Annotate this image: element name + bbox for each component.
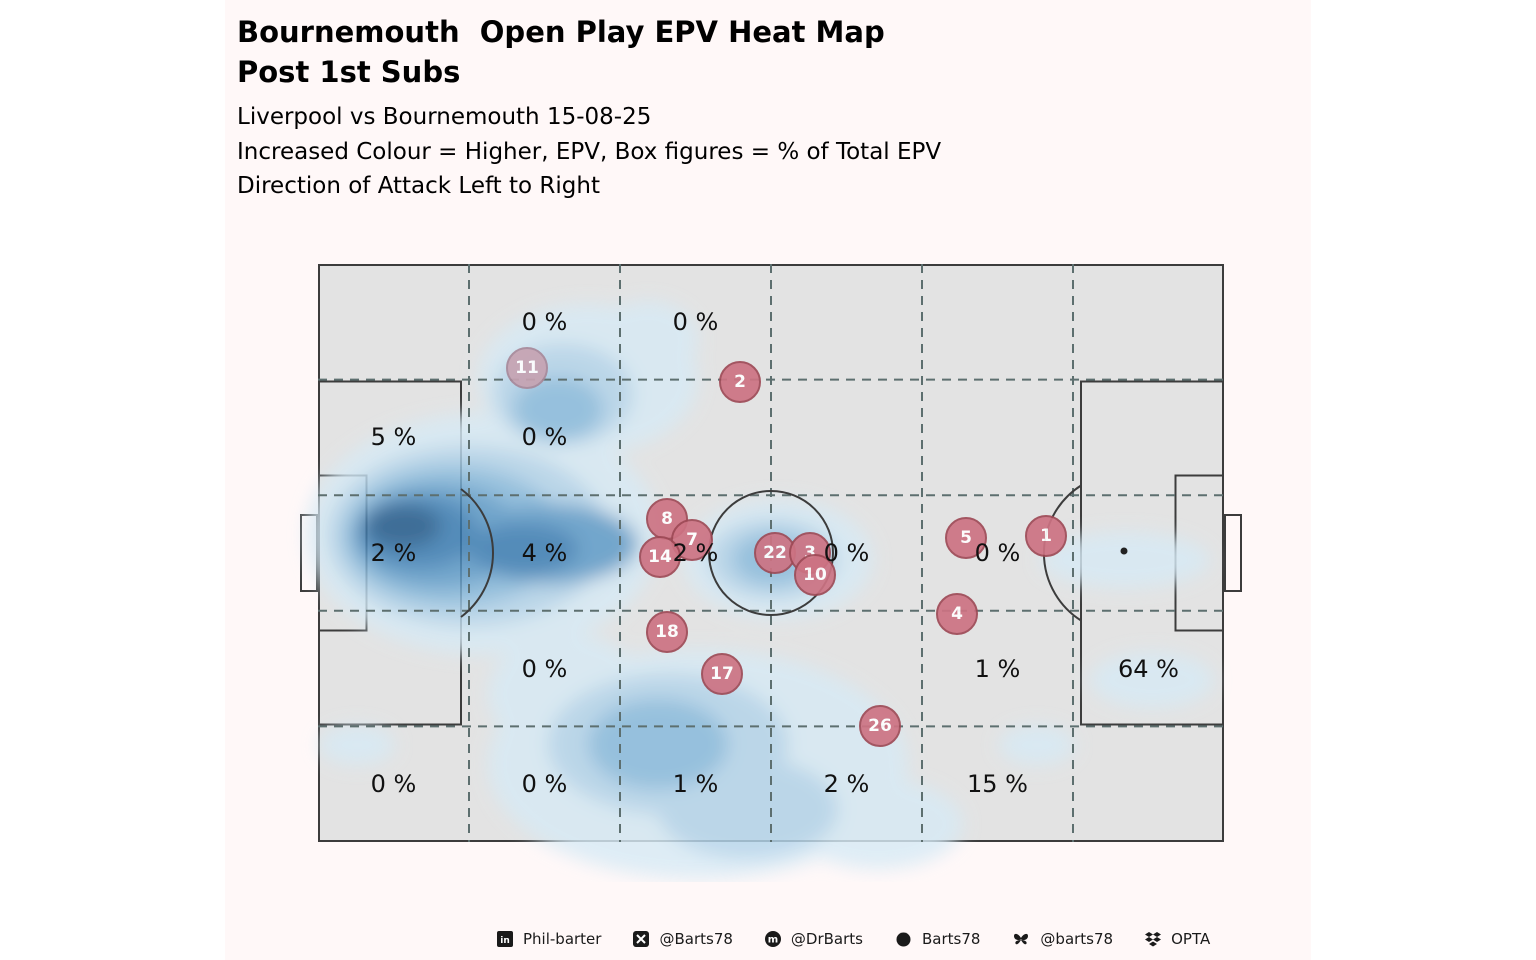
- heat-blob: [513, 377, 603, 441]
- zone-epv-label-r5c5: 15 %: [967, 770, 1028, 799]
- zone-epv-label-r5c3: 1 %: [672, 770, 719, 799]
- svg-text:m: m: [768, 935, 778, 946]
- zone-epv-label-r4c6: 64 %: [1118, 654, 1179, 683]
- subtitle-match: Liverpool vs Bournemouth 15-08-25: [237, 104, 652, 130]
- heat-blob: [598, 301, 698, 377]
- svg-text:in: in: [500, 936, 510, 946]
- zone-epv-label-r1c3: 0 %: [672, 307, 719, 336]
- zone-epv-label-r5c2: 0 %: [521, 770, 568, 799]
- zone-epv-label-r1c2: 0 %: [521, 307, 568, 336]
- zone-epv-label-r3c3: 2 %: [672, 539, 719, 567]
- player-marker-26: 26: [859, 705, 901, 747]
- subtitle-legend: Increased Colour = Higher, EPV, Box figu…: [237, 138, 942, 165]
- player-marker-10: 10: [794, 554, 836, 596]
- chart-subtitle: Liverpool vs Bournemouth 15-08-25 Increa…: [237, 100, 941, 204]
- center-circle: [708, 490, 834, 616]
- plot-area: Bournemouth Open Play EPV Heat Map Post 1…: [225, 0, 1311, 960]
- mastodon-handle: @DrBarts: [790, 930, 863, 948]
- zone-epv-label-r3c5: 0 %: [974, 539, 1021, 567]
- goal-right: [1224, 514, 1242, 592]
- player-marker-2: 2: [719, 361, 761, 403]
- heat-blob: [658, 759, 838, 859]
- player-marker-18: 18: [646, 611, 688, 653]
- heat-blob: [1090, 652, 1214, 708]
- zone-epv-label-r2c2: 0 %: [521, 423, 568, 452]
- epv-heatmap-layer: [306, 301, 1214, 879]
- player-marker-4: 4: [936, 593, 978, 635]
- football-pitch: 11 2 8 7 14 22 3 10 5 1 4 18 17 26 0 % 0 % 5 % 0 % 2 % 4 %…: [300, 264, 1242, 879]
- x-link[interactable]: @Barts78: [633, 930, 733, 948]
- heat-blob: [468, 523, 578, 575]
- chart-title-line2: Post 1st Subs: [237, 55, 461, 89]
- mastodon-icon: m: [764, 931, 781, 947]
- github-link[interactable]: Barts78: [895, 930, 980, 948]
- zone-epv-label-r3c4: 0 %: [823, 539, 870, 567]
- zone-grid: [318, 264, 1224, 842]
- github-icon: [895, 931, 912, 947]
- linkedin-icon: in: [497, 931, 513, 947]
- heat-blob: [319, 725, 395, 765]
- github-handle: Barts78: [921, 930, 981, 948]
- zone-epv-label-r4c5: 1 %: [974, 654, 1021, 683]
- zone-epv-label-r2c1: 5 %: [370, 423, 417, 452]
- x-handle: @Barts78: [659, 930, 733, 948]
- mastodon-link[interactable]: m @DrBarts: [764, 930, 863, 948]
- zone-epv-label-r5c4: 2 %: [823, 770, 870, 799]
- player-marker-14: 14: [639, 536, 681, 578]
- zone-epv-label-r4c2: 0 %: [521, 654, 568, 683]
- player-markers: 11 2 8 7 14 22 3 10 5 1 4 18 17 26: [318, 264, 1224, 842]
- bluesky-handle: @barts78: [1040, 930, 1114, 948]
- subtitle-direction: Direction of Attack Left to Right: [237, 173, 600, 199]
- zone-epv-label-r5c1: 0 %: [370, 770, 417, 799]
- bluesky-link[interactable]: @barts78: [1012, 930, 1113, 948]
- linkedin-handle: Phil-barter: [523, 930, 602, 948]
- heat-blob: [999, 725, 1075, 765]
- heat-blob: [588, 699, 728, 789]
- opta-link[interactable]: OPTA: [1145, 930, 1210, 948]
- chart-title-line1: Bournemouth Open Play EPV Heat Map: [237, 15, 885, 49]
- zone-epv-labels: 0 % 0 % 5 % 0 % 2 % 4 % 2 % 0 % 0 % 0 % 1 % 64 % 0 %…: [318, 264, 1224, 842]
- bluesky-icon: [1012, 932, 1030, 947]
- linkedin-link[interactable]: in Phil-barter: [497, 930, 601, 948]
- penalty-spot-right: [1120, 547, 1128, 555]
- x-icon: [633, 931, 650, 947]
- player-marker-1: 1: [1025, 515, 1067, 557]
- heat-blob: [365, 504, 441, 548]
- zone-epv-label-r3c2: 4 %: [521, 539, 568, 567]
- social-footer: in Phil-barter @Barts78 m @DrBarts Barts…: [497, 930, 1210, 948]
- dropbox-icon: [1145, 931, 1162, 947]
- heat-blob: [1040, 532, 1210, 588]
- chart-title: Bournemouth Open Play EPV Heat Map Post 1…: [237, 12, 885, 92]
- player-marker-11: 11: [506, 347, 548, 389]
- penalty-arc-left: [460, 488, 494, 618]
- player-marker-5: 5: [945, 517, 987, 559]
- player-marker-17: 17: [701, 653, 743, 695]
- zone-epv-label-r3c1: 2 %: [370, 539, 417, 567]
- opta-label: OPTA: [1171, 930, 1211, 948]
